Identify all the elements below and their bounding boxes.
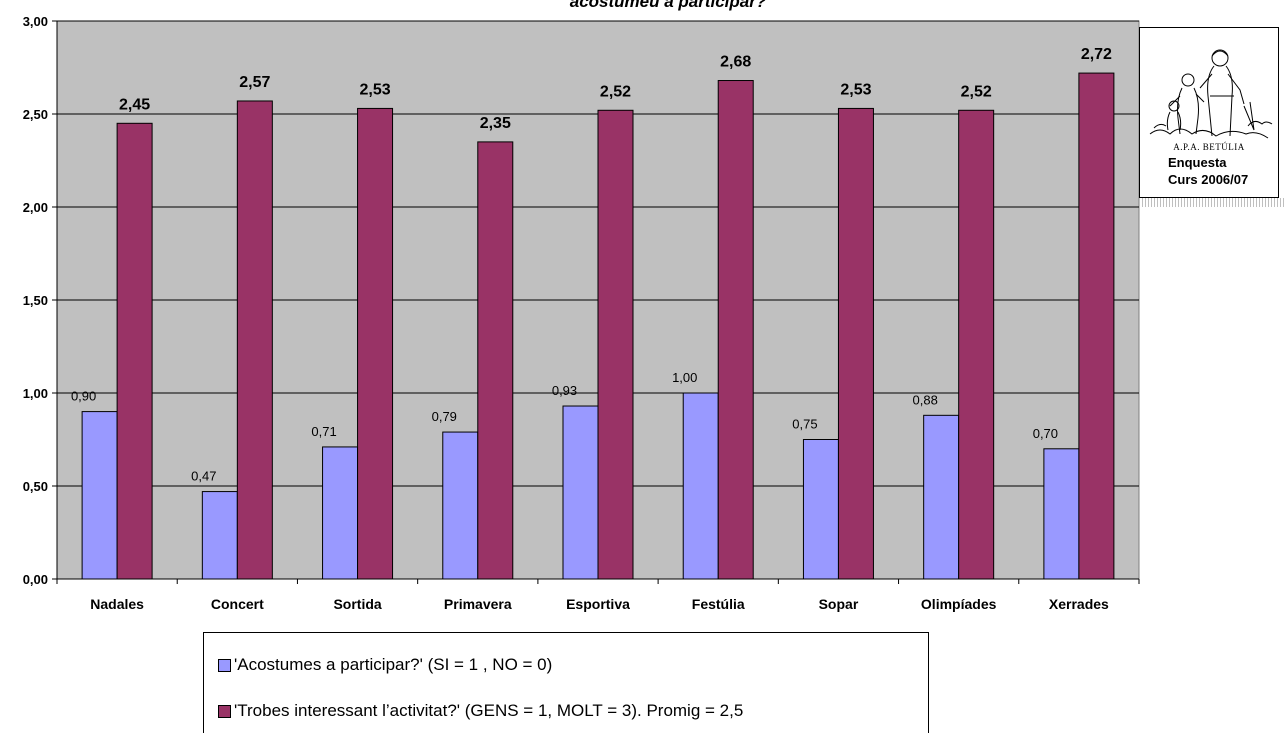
bar-participation <box>442 431 479 580</box>
data-label-interest: 2,53 <box>840 81 871 98</box>
logo-box-shadow <box>1139 198 1285 207</box>
data-label-interest: 2,68 <box>720 54 751 71</box>
data-label-participation: 0,93 <box>552 383 577 398</box>
x-category-label: Sortida <box>333 596 381 612</box>
bar-participation <box>923 414 960 580</box>
bar-participation <box>1043 448 1080 580</box>
bar-interest <box>477 141 514 580</box>
bar-interest <box>357 107 394 580</box>
y-tick-label: 0,00 <box>23 572 48 587</box>
x-category-label: Nadales <box>90 596 144 612</box>
x-category-label: Xerrades <box>1049 596 1109 612</box>
x-category-label: Festúlia <box>692 596 745 612</box>
y-tick-label: 0,50 <box>23 479 48 494</box>
axes: 0,00 0,50 1,00 1,50 2,00 2,50 3,00 Nadales Conce… <box>23 14 1140 612</box>
data-label-participation: 0,70 <box>1033 426 1058 441</box>
x-category-label: Esportiva <box>566 596 630 612</box>
legend-item-interest: 'Trobes interessant l’activitat?' (GENS … <box>218 700 743 722</box>
bar-participation <box>81 411 118 580</box>
data-label-participation: 0,75 <box>792 417 817 432</box>
y-tick-label: 1,00 <box>23 386 48 401</box>
data-label-interest: 2,57 <box>239 74 270 91</box>
chart-title: acostumeu a participar? <box>570 0 767 11</box>
bar-interest <box>116 122 153 580</box>
course-year-label: Curs 2006/07 <box>1168 172 1249 187</box>
bar-interest <box>236 100 273 580</box>
y-tick-label: 3,00 <box>23 14 48 29</box>
bar-interest <box>597 109 634 580</box>
logo-caption: A.P.A. BETÚLIA <box>1173 142 1245 152</box>
data-label-participation: 0,79 <box>432 409 457 424</box>
data-label-participation: 0,71 <box>311 424 336 439</box>
legend-label-interest: 'Trobes interessant l’activitat?' (GENS … <box>234 701 744 720</box>
bar-interest <box>1078 72 1115 580</box>
legend-swatch-participation <box>218 658 231 672</box>
data-label-interest: 2,72 <box>1081 46 1112 63</box>
x-category-label: Sopar <box>819 596 859 612</box>
family-drawing-logo <box>1149 49 1273 139</box>
bar-participation <box>322 446 359 580</box>
bar-participation <box>682 392 719 580</box>
legend-item-participation: 'Acostumes a participar?' (SI = 1 , NO =… <box>218 654 552 676</box>
data-label-interest: 2,53 <box>359 81 390 98</box>
y-tick-label: 2,00 <box>23 200 48 215</box>
data-label-participation: 1,00 <box>672 370 697 385</box>
y-tick-label: 1,50 <box>23 293 48 308</box>
bar-interest <box>717 80 754 580</box>
legend: 'Acostumes a participar?' (SI = 1 , NO =… <box>203 632 929 733</box>
legend-label-participation: 'Acostumes a participar?' (SI = 1 , NO =… <box>234 655 553 674</box>
bars <box>81 72 1115 580</box>
x-category-label: Olimpíades <box>921 596 997 612</box>
data-label-participation: 0,47 <box>191 469 216 484</box>
bar-interest <box>958 109 995 580</box>
y-tick-label: 2,50 <box>23 107 48 122</box>
bar-participation <box>562 405 599 580</box>
bar-participation <box>201 491 238 580</box>
data-label-participation: 0,88 <box>913 392 938 407</box>
data-labels: 0,90 2,45 0,47 2,57 0,71 2,53 0,79 2,35 0,93 2,52… <box>71 46 1112 484</box>
data-label-interest: 2,52 <box>600 83 631 100</box>
legend-swatch-interest <box>218 704 231 718</box>
data-label-interest: 2,52 <box>961 83 992 100</box>
data-label-participation: 0,90 <box>71 389 96 404</box>
x-category-label: Concert <box>211 596 264 612</box>
apa-logo-box: A.P.A. BETÚLIA Enquesta Curs 2006/07 <box>1139 27 1279 198</box>
data-label-interest: 2,35 <box>480 115 511 132</box>
data-label-interest: 2,45 <box>119 96 150 113</box>
bar-participation <box>802 439 839 580</box>
x-category-label: Primavera <box>444 596 512 612</box>
bar-interest <box>837 107 874 580</box>
survey-label: Enquesta <box>1168 155 1227 170</box>
